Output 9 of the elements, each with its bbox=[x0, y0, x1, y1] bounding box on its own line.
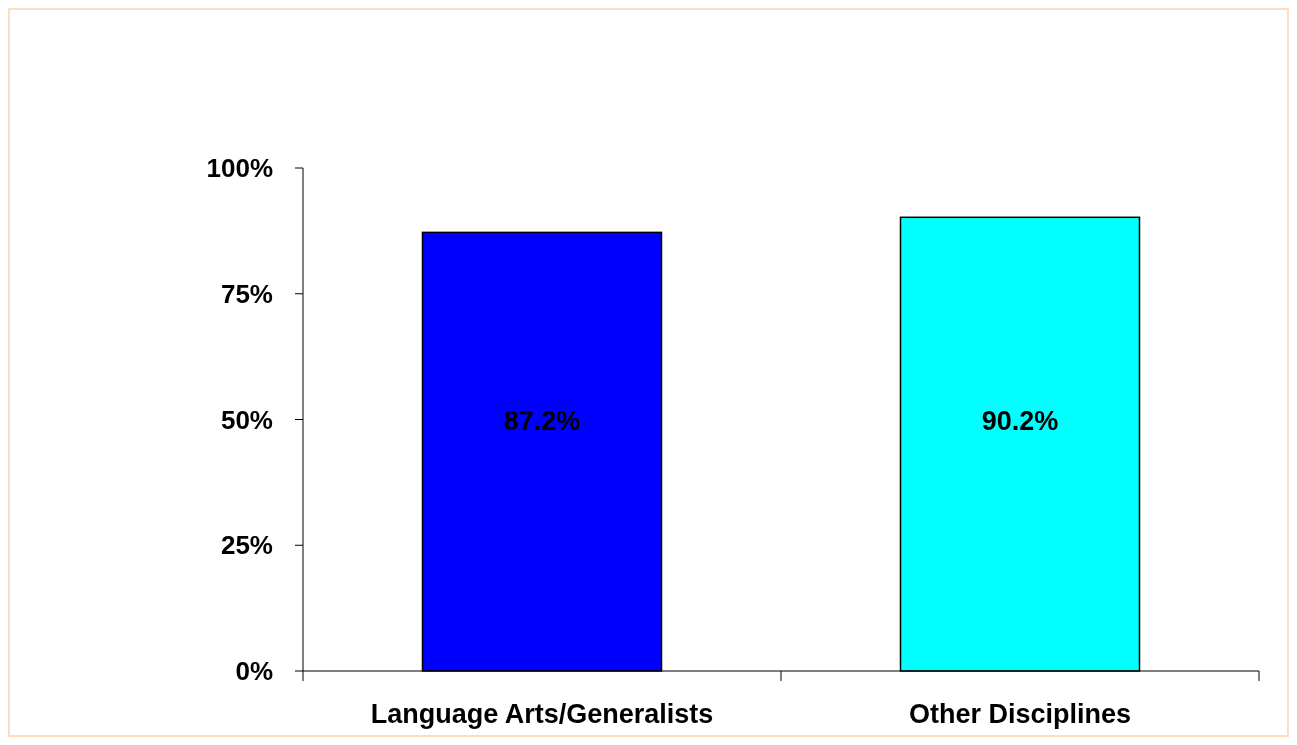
y-tick-label: 75% bbox=[220, 278, 273, 309]
data-label: 87.2% bbox=[503, 405, 581, 436]
y-tick-label: 25% bbox=[220, 530, 273, 561]
y-tick-label: 0% bbox=[235, 656, 273, 686]
x-tick-label: Language Arts/Generalists bbox=[370, 699, 714, 729]
data-label: 90.2% bbox=[981, 405, 1059, 436]
y-tick-label: 100% bbox=[206, 153, 273, 183]
x-tick-label: Other Disciplines bbox=[908, 699, 1132, 729]
y-tick-label: 50% bbox=[220, 404, 273, 435]
